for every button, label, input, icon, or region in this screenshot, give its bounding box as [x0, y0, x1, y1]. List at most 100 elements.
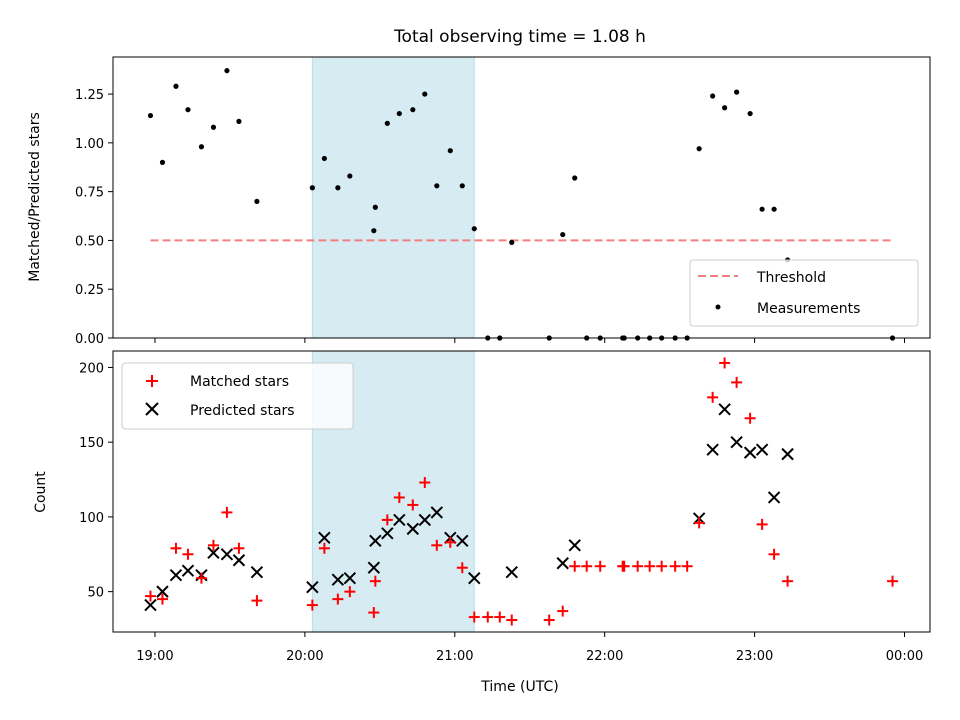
measurement-point: [210, 124, 217, 130]
matched-star-point: [693, 517, 705, 529]
measurement-point: [509, 239, 515, 245]
matched-star-point: [156, 593, 168, 605]
measurement-point: [771, 206, 777, 212]
matched-star-point: [170, 542, 182, 554]
predicted-star-point: [381, 527, 394, 540]
measurement-point: [422, 91, 428, 97]
predicted-star-point: [169, 568, 183, 582]
predicted-star-point: [568, 539, 581, 552]
top-ytick-label: 0.50: [75, 234, 104, 249]
matched-star-point: [419, 477, 431, 489]
matched-star-point: [182, 548, 194, 560]
measurement-point: [410, 107, 416, 113]
measurement-point: [560, 231, 566, 238]
predicted-star-point: [556, 557, 569, 570]
xtick-label: 00:00: [886, 649, 923, 664]
measurement-point: [224, 68, 230, 74]
matched-star-point: [444, 536, 456, 548]
predicted-star-point: [369, 534, 382, 548]
matched-star-point: [456, 562, 468, 574]
measurement-point: [471, 226, 477, 232]
predicted-star-point: [207, 546, 220, 559]
matched-star-point: [744, 412, 756, 424]
measurements-legend-swatch: [715, 304, 721, 310]
predicted-star-point: [505, 566, 518, 579]
matched-star-point: [494, 611, 506, 623]
matched-star-point: [368, 607, 380, 619]
matched-star-point: [768, 548, 780, 560]
measurement-point: [447, 148, 453, 154]
matched-star-point: [632, 560, 644, 572]
top-plot-frame: [112, 56, 931, 339]
measurement-point: [434, 183, 440, 189]
matched-star-point: [756, 518, 768, 530]
threshold-legend-label: Threshold: [756, 270, 826, 286]
matched-star-point: [543, 614, 555, 626]
predicted-star-point: [730, 435, 743, 449]
predicted-star-point: [181, 564, 195, 577]
predicted-legend-label: Predicted stars: [190, 403, 295, 419]
bottom-panel: 50 100 150 200 19:00 20:00 21:00 22:00 23:00 00:…: [33, 350, 931, 695]
matched-star-point: [393, 491, 405, 503]
matched-star-point: [369, 575, 381, 587]
predicted-star-point: [250, 566, 264, 579]
bottom-ytick-label: 50: [87, 586, 104, 601]
measurement-point: [384, 120, 390, 126]
top-ytick-label: 0.75: [75, 186, 104, 201]
matched-star-point: [656, 560, 668, 572]
predicted-star-point: [232, 554, 246, 567]
bottom-y-axis-label: Count: [33, 471, 49, 513]
top-panel: 0.00 0.25 0.50 0.75 1.00 1.25 Matched/Predict…: [27, 56, 931, 347]
measurement-point: [173, 83, 179, 89]
bottom-ytick-label: 100: [79, 511, 104, 526]
bottom-ytick-label: 150: [79, 436, 104, 451]
measurement-point: [734, 89, 740, 95]
measurement-point: [696, 146, 702, 152]
top-ytick-label: 1.00: [75, 137, 104, 152]
measurement-point: [759, 206, 765, 212]
measurement-point: [747, 110, 753, 117]
top-y-axis-label: Matched/Predicted stars: [27, 112, 43, 282]
predicted-star-point: [306, 580, 319, 594]
predicted-star-point: [406, 522, 420, 536]
matched-star-point: [644, 560, 656, 572]
matched-legend-label: Matched stars: [190, 374, 289, 390]
predicted-star-point: [718, 403, 731, 416]
matched-star-point: [506, 614, 518, 626]
matched-star-point: [144, 590, 156, 602]
matched-star-point: [207, 539, 219, 551]
measurement-point: [147, 112, 154, 119]
predicted-star-point: [220, 548, 234, 561]
predicted-stars-points: [144, 403, 794, 612]
measurement-point: [236, 118, 242, 124]
predicted-star-point: [331, 573, 345, 586]
predicted-star-point: [144, 598, 157, 612]
bottom-legend: Matched stars Predicted stars: [121, 362, 354, 430]
predicted-star-point: [468, 571, 481, 585]
measurement-point: [572, 175, 578, 181]
measurement-point: [321, 155, 327, 162]
xtick-label: 21:00: [436, 649, 473, 664]
predicted-star-point: [393, 513, 406, 527]
matched-star-point: [887, 575, 899, 587]
measurement-point: [372, 204, 378, 210]
matched-star-point: [594, 560, 606, 572]
matched-star-point: [431, 539, 443, 551]
measurement-point: [159, 159, 166, 165]
matched-stars-points: [144, 357, 899, 626]
matched-star-point: [233, 542, 245, 554]
matched-star-point: [581, 560, 593, 572]
matched-star-point: [681, 560, 693, 572]
predicted-star-point: [418, 513, 432, 527]
bottom-y-ticks: 50 100 150 200: [79, 361, 113, 601]
measurement-point: [722, 105, 728, 111]
predicted-star-point: [367, 561, 381, 574]
predicted-star-point: [706, 443, 719, 456]
matched-star-point: [251, 595, 263, 607]
predicted-star-point: [743, 446, 757, 459]
matched-legend-swatch: [146, 375, 158, 387]
matched-star-point: [306, 599, 318, 611]
top-ytick-label: 1.25: [75, 88, 104, 103]
top-legend-box: [689, 259, 919, 327]
